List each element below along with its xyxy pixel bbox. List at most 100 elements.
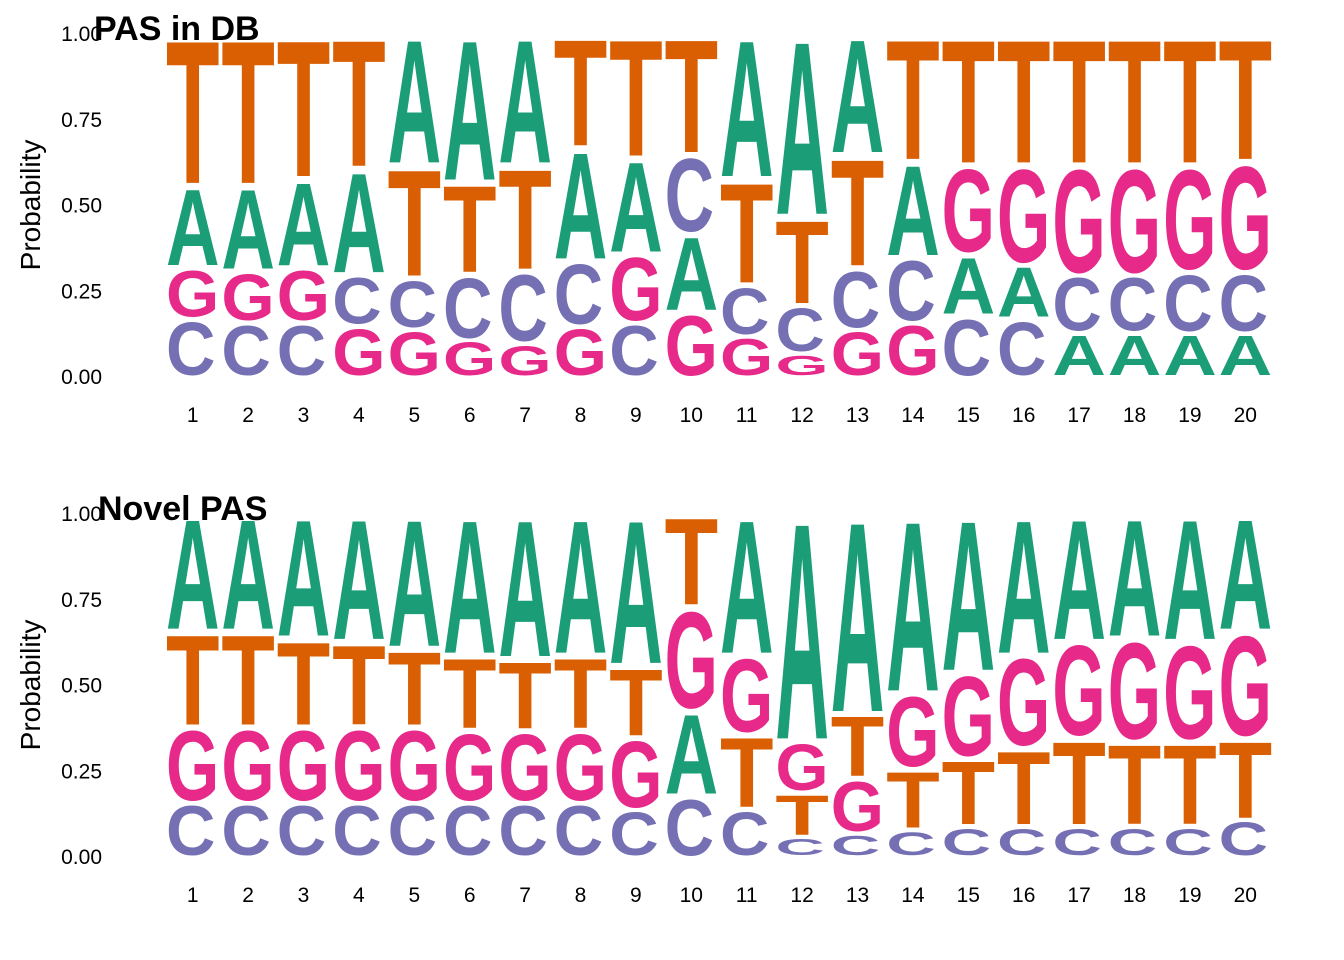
x-tick-label: 2 [242, 884, 254, 907]
logo-letter-A: A [886, 140, 940, 283]
x-tick-label: 4 [353, 884, 365, 907]
logo-letter-A: A [942, 242, 996, 331]
logo-letter-G: G [1163, 619, 1216, 767]
logo-letter-A: A [1108, 324, 1162, 387]
logo-letter-G: G [831, 319, 884, 388]
logo-letter-C: C [221, 311, 270, 390]
logo-letter-T: T [221, 610, 274, 752]
logo-letter-A: A [443, 481, 497, 693]
y-axis-label: Probability [15, 140, 46, 271]
x-tick-label: 17 [1067, 884, 1090, 907]
x-tick-label: 19 [1178, 884, 1201, 907]
x-tick-label: 13 [846, 404, 869, 427]
logo-letter-C: C [886, 244, 935, 339]
logo-letter-A: A [554, 481, 608, 693]
logo-letter-A: A [1108, 487, 1162, 672]
logo-letter-C: C [443, 261, 492, 356]
x-tick-label: 8 [575, 884, 587, 907]
x-tick-label: 12 [790, 884, 813, 907]
logo-letter-T: T [277, 619, 330, 751]
logo-letter-C: C [1108, 821, 1157, 863]
x-tick-label: 4 [353, 404, 365, 427]
logo-letter-G: G [1108, 140, 1161, 304]
x-tick-label: 10 [680, 404, 703, 427]
logo-letter-A: A [332, 485, 386, 676]
logo-letter-C: C [831, 255, 880, 344]
logo-letter-C: C [997, 308, 1046, 392]
x-tick-label: 11 [736, 404, 758, 427]
x-tick-label: 6 [464, 884, 476, 907]
x-tick-label: 9 [630, 884, 642, 907]
logo-letter-A: A [277, 159, 331, 291]
x-tick-label: 10 [680, 884, 703, 907]
logo-letter-T: T [1219, 4, 1272, 195]
logo-letter-C: C [1108, 263, 1157, 347]
logo-letter-G: G [554, 316, 607, 390]
x-tick-label: 16 [1012, 404, 1035, 427]
logo-letter-T: T [942, 743, 995, 843]
logo-letter-A: A [1163, 485, 1217, 676]
logo-letter-C: C [609, 799, 658, 868]
logo-letter-G: G [554, 715, 607, 820]
logo-letter-A: A [775, 459, 829, 804]
logo-letter-T: T [554, 638, 607, 749]
x-tick-label: 17 [1067, 404, 1090, 427]
logo-letter-C: C [166, 308, 215, 392]
x-tick-label: 20 [1234, 404, 1257, 427]
logo-letter-G: G [166, 258, 219, 332]
y-tick-label: 0.00 [61, 366, 102, 389]
logo-letter-T: T [277, 0, 330, 217]
logo-letter-G: G [443, 715, 496, 820]
logo-letter-T: T [997, 4, 1050, 200]
logo-letter-A: A [1219, 487, 1273, 662]
logo-letter-T: T [775, 197, 828, 329]
logo-letter-T: T [443, 160, 496, 298]
logo-letter-T: T [720, 717, 773, 828]
logo-letter-G: G [388, 319, 441, 388]
x-tick-label: 14 [901, 404, 925, 427]
x-tick-label: 3 [298, 884, 310, 907]
logo-letter-T: T [498, 644, 551, 749]
logo-letter-T: T [665, 493, 718, 631]
logo-letter-A: A [221, 487, 275, 662]
logo-letter-A: A [554, 122, 608, 291]
logo-letter-A: A [221, 167, 275, 294]
logo-letter-G: G [942, 653, 995, 780]
logo-letter-A: A [775, 0, 829, 267]
logo-letter-T: T [942, 4, 995, 200]
logo-letter-A: A [609, 478, 663, 707]
logo-letter-T: T [1052, 718, 1105, 850]
logo-letter-C: C [498, 256, 547, 361]
logo-letter-G: G [1052, 140, 1105, 304]
x-tick-label: 8 [575, 404, 587, 427]
logo-letter-G: G [886, 677, 939, 788]
logo-letter-C: C [775, 834, 824, 860]
logo-letter-A: A [1163, 324, 1217, 387]
x-tick-label: 14 [901, 884, 925, 907]
logo-letter-G: G [1052, 619, 1105, 762]
logo-letter-T: T [388, 632, 441, 748]
x-tick-label: 12 [790, 404, 813, 427]
logo-letter-A: A [1052, 485, 1106, 676]
x-tick-label: 9 [630, 404, 642, 427]
logo-letter-G: G [498, 338, 551, 385]
logo-letter-A: A [720, 481, 774, 693]
logo-letter-G: G [221, 712, 274, 823]
logo-letter-C: C [221, 791, 270, 870]
logo-letter-G: G [665, 583, 718, 736]
x-tick-label: 18 [1123, 884, 1146, 907]
logo-letter-T: T [775, 783, 829, 847]
logo-letter-G: G [1163, 140, 1216, 299]
logo-letter-C: C [554, 248, 603, 343]
y-tick-label: 0.50 [61, 675, 102, 698]
logo-letter-A: A [1052, 324, 1106, 387]
x-tick-label: 5 [408, 884, 420, 907]
y-tick-label: 0.50 [61, 195, 102, 218]
logo-letter-C: C [775, 295, 824, 364]
logo-letter-T: T [1163, 722, 1216, 849]
logo-letter-C: C [1163, 258, 1212, 347]
logo-letter-C: C [665, 783, 714, 872]
y-tick-label: 0.75 [61, 589, 102, 612]
logo-letter-C: C [388, 791, 437, 870]
logo-letter-T: T [1052, 4, 1105, 200]
